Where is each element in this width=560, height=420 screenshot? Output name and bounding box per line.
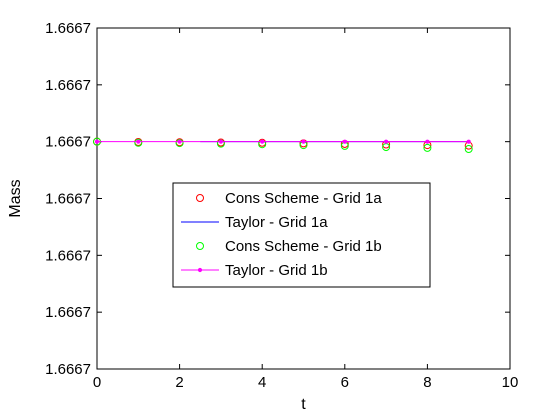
axis-ticks: 0 2 4 6 8 10 1.6667 1.6667 1.6667 1.6667 1.6667 1.6… <box>45 20 518 391</box>
x-tick-label: 4 <box>258 374 266 391</box>
y-tick-label: 1.6667 <box>45 304 91 321</box>
legend-entry: Cons Scheme - Grid 1b <box>196 238 382 255</box>
series-layer <box>93 137 473 154</box>
legend-label: Taylor - Grid 1a <box>225 214 328 231</box>
legend-entry: Taylor - Grid 1a <box>181 214 328 231</box>
legend-entry: Cons Scheme - Grid 1a <box>196 190 382 207</box>
legend-marker <box>196 194 204 202</box>
legend-label: Cons Scheme - Grid 1b <box>225 238 382 255</box>
legend-label: Taylor - Grid 1b <box>225 262 328 279</box>
x-tick-label: 10 <box>502 374 519 391</box>
legend-marker <box>196 242 204 250</box>
data-point <box>466 139 471 144</box>
data-point <box>425 139 430 144</box>
x-tick-label: 0 <box>93 374 101 391</box>
data-point <box>423 143 432 152</box>
series-4 <box>94 139 471 144</box>
series-3 <box>93 137 473 154</box>
y-axis-label: Mass <box>7 179 24 217</box>
data-point <box>177 139 182 144</box>
data-point <box>260 139 265 144</box>
x-tick-label: 6 <box>341 374 349 391</box>
x-tick-label: 2 <box>175 374 183 391</box>
y-tick-label: 1.6667 <box>45 191 91 208</box>
y-tick-label: 1.6667 <box>45 77 91 94</box>
legend-entry: Taylor - Grid 1b <box>181 262 328 279</box>
y-tick-label: 1.6667 <box>45 247 91 264</box>
data-point <box>94 139 100 144</box>
legend: Cons Scheme - Grid 1a Taylor - Grid 1a Con… <box>172 182 431 288</box>
data-point <box>384 139 389 144</box>
data-point <box>136 139 141 144</box>
x-tick-label: 8 <box>423 374 431 391</box>
y-tick-label: 1.6667 <box>45 361 91 378</box>
data-point <box>218 139 223 144</box>
data-point <box>342 139 347 144</box>
y-tick-label: 1.6667 <box>45 134 91 151</box>
y-tick-label: 1.6667 <box>45 20 91 37</box>
x-axis-label: t <box>301 396 306 413</box>
data-point <box>134 138 143 147</box>
data-point <box>301 139 306 144</box>
legend-label: Cons Scheme - Grid 1a <box>225 190 382 207</box>
data-point <box>464 145 473 154</box>
legend-marker <box>197 267 203 273</box>
